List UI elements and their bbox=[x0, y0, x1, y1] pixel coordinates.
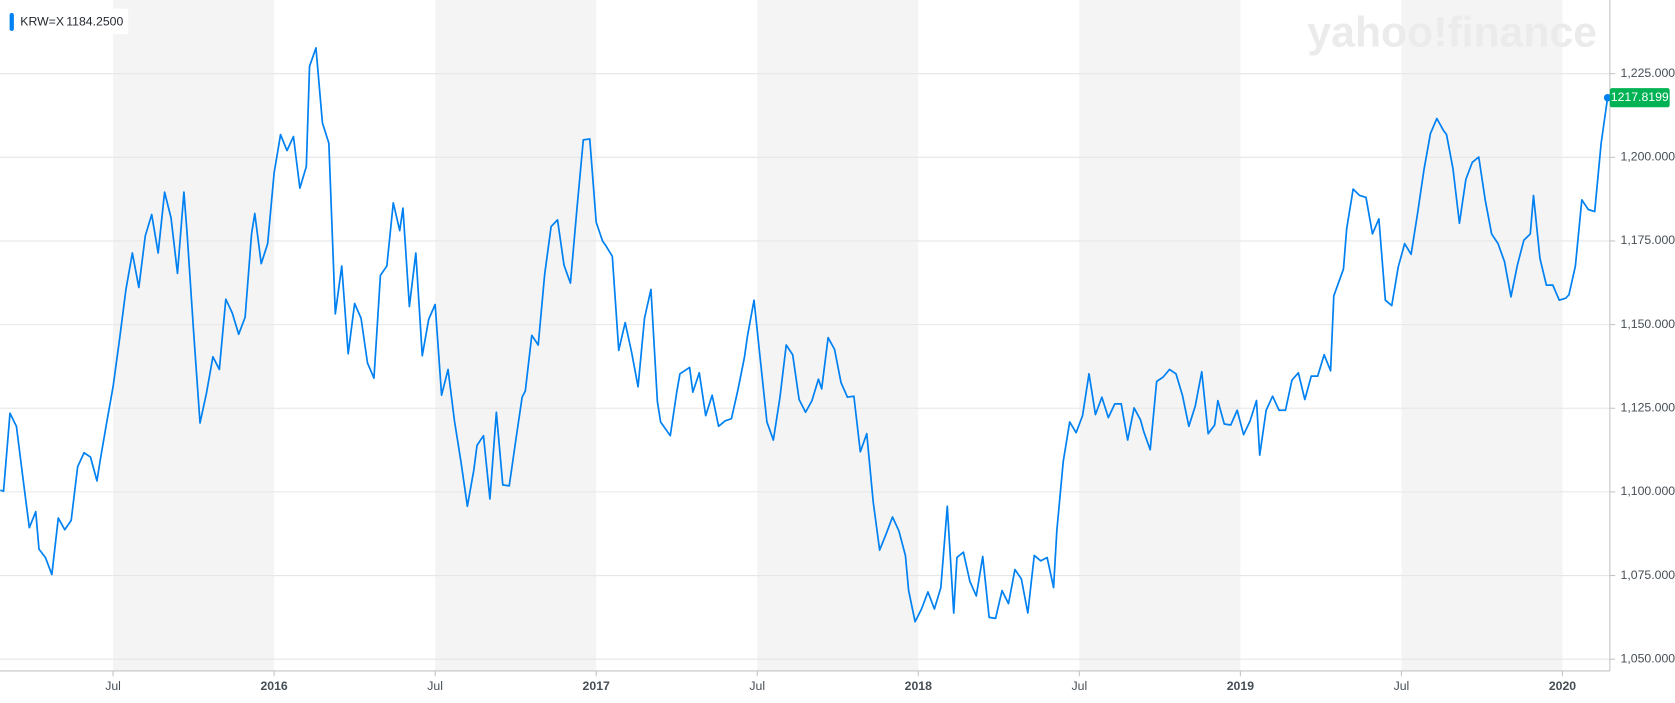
plot: 1217.8199 bbox=[0, 47, 1670, 623]
legend-swatch bbox=[9, 12, 14, 32]
x-tick-label: 2017 bbox=[583, 679, 610, 693]
x-tick-label: 2018 bbox=[905, 679, 932, 693]
y-tick-label: 1,100.0000 bbox=[1621, 484, 1675, 498]
last-price-badge bbox=[1609, 88, 1670, 108]
x-tick-label: Jul bbox=[427, 679, 443, 693]
watermark: yahoo!finance bbox=[1307, 9, 1597, 57]
y-tick-label: 1,175.0000 bbox=[1621, 233, 1675, 247]
x-tick-label: Jul bbox=[1072, 679, 1088, 693]
x-tick-label: 2020 bbox=[1549, 679, 1576, 693]
y-tick-label: 1,050.0000 bbox=[1621, 651, 1675, 665]
x-tick-label: 2016 bbox=[260, 679, 287, 693]
shaded-band bbox=[1079, 0, 1241, 671]
x-tick-label: Jul bbox=[749, 679, 765, 693]
price-line bbox=[0, 47, 1609, 623]
legend-label: KRW=X bbox=[20, 15, 64, 29]
y-tick-label: 1,125.0000 bbox=[1621, 400, 1675, 414]
x-tick-label: Jul bbox=[105, 679, 121, 693]
y-tick-label: 1,150.0000 bbox=[1621, 317, 1675, 331]
legend: KRW=X 1184.2500 bbox=[4, 8, 129, 35]
shaded-band bbox=[757, 0, 919, 671]
x-tick-label: 2019 bbox=[1227, 679, 1254, 693]
x-tick-label: Jul bbox=[1394, 679, 1410, 693]
y-tick-label: 1,225.0000 bbox=[1621, 66, 1675, 80]
last-point bbox=[1603, 93, 1612, 102]
legend-box bbox=[4, 8, 129, 35]
shaded-band bbox=[435, 0, 597, 671]
legend-value: 1184.2500 bbox=[66, 15, 123, 29]
y-tick-label: 1,200.0000 bbox=[1621, 150, 1675, 164]
shaded-band bbox=[1401, 0, 1563, 671]
shaded-bands bbox=[113, 0, 1563, 671]
last-price-label: 1217.8199 bbox=[1611, 90, 1669, 104]
y-tick-label: 1,075.0000 bbox=[1621, 568, 1675, 582]
